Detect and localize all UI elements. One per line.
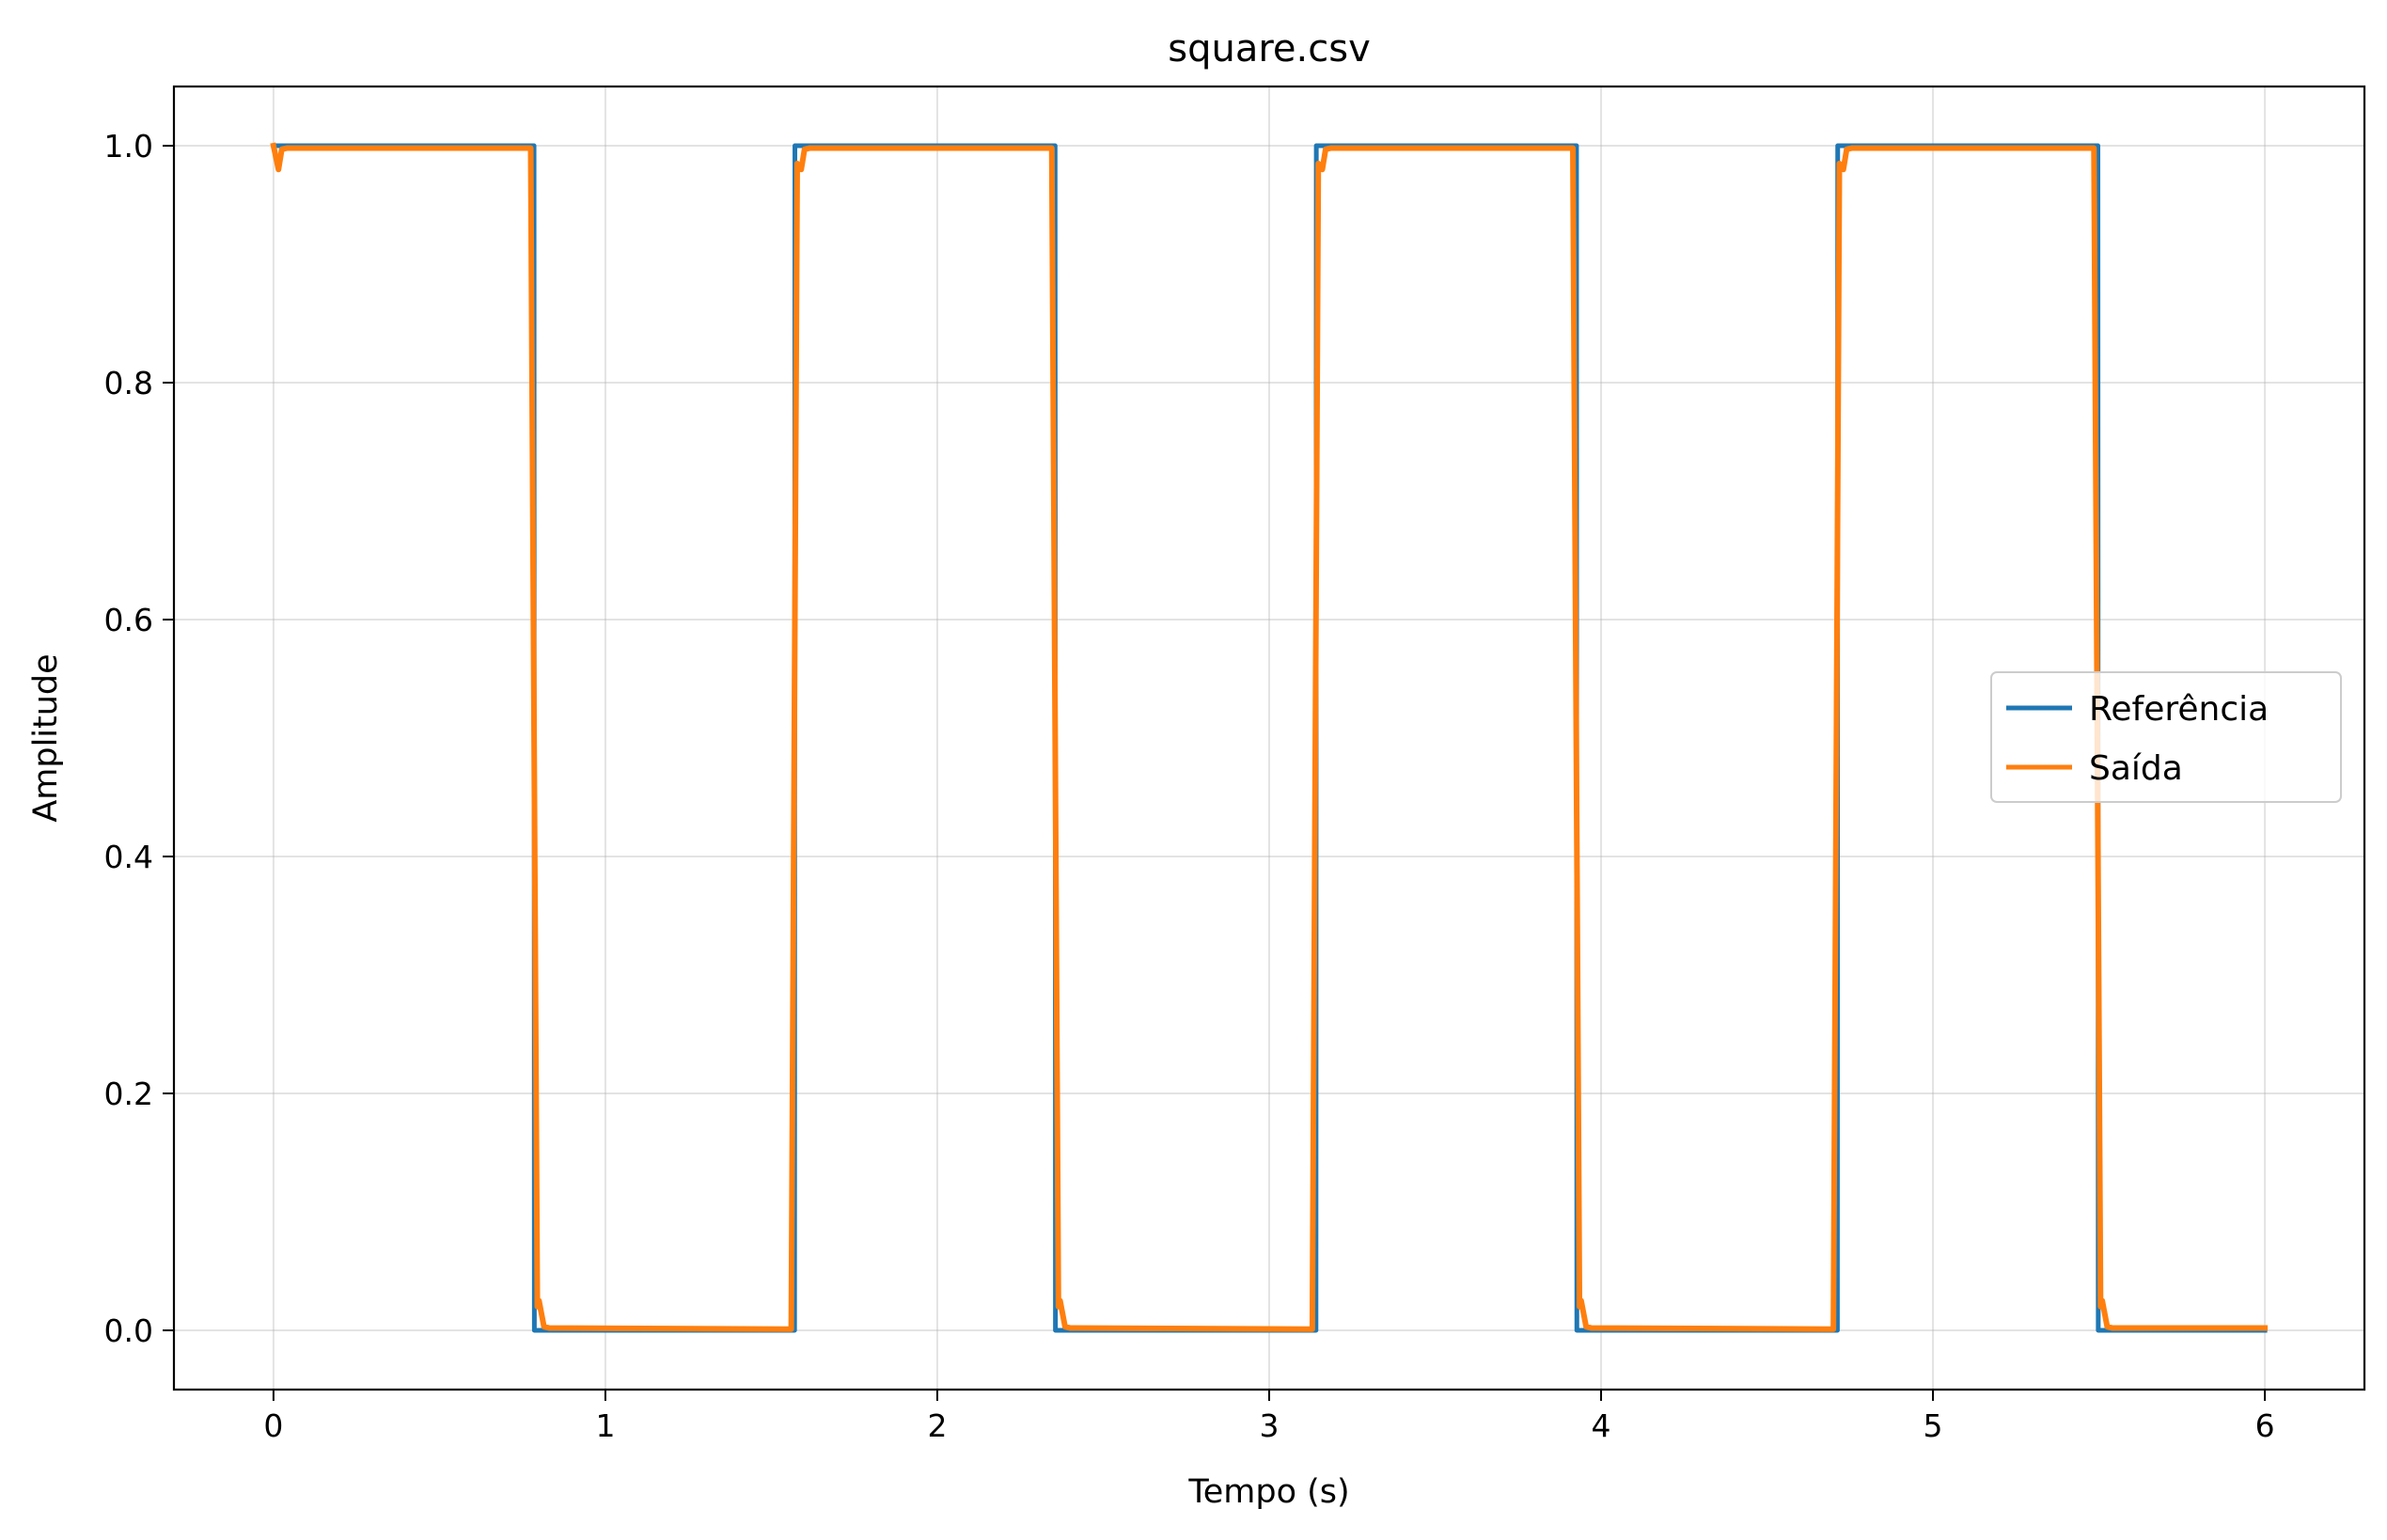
legend-label-referencia: Referência: [2089, 690, 2269, 729]
x-tick-label: 3: [1260, 1407, 1280, 1444]
x-tick-label: 0: [263, 1407, 283, 1444]
y-tick-label: 0.8: [104, 365, 153, 401]
x-tick-label: 5: [1924, 1407, 1943, 1444]
legend-box: [1990, 671, 2342, 803]
series-layer: [270, 142, 2269, 1333]
y-tick-label: 0.2: [104, 1076, 153, 1112]
x-tick-label: 1: [595, 1407, 615, 1444]
chart-title: square.csv: [1168, 27, 1371, 71]
x-tick-label: 2: [927, 1407, 947, 1444]
y-tick-label: 0.6: [104, 602, 153, 638]
y-axis-label: Amplitude: [27, 653, 65, 822]
ticks: 0 1 2 3 4 5 6 0.0 0.2 0.4 0.6 0.8 1.0: [104, 128, 2275, 1444]
x-tick-label: 4: [1592, 1407, 1611, 1444]
y-tick-label: 1.0: [104, 128, 153, 165]
series-line-1: [270, 142, 2269, 1332]
x-tick-label: 6: [2255, 1407, 2275, 1444]
y-tick-label: 0.0: [104, 1312, 153, 1349]
legend-label-saida: Saída: [2089, 749, 2183, 788]
legend: Referência Saída: [1990, 671, 2342, 803]
x-axis-label: Tempo (s): [1187, 1473, 1349, 1511]
y-tick-label: 0.4: [104, 839, 153, 875]
